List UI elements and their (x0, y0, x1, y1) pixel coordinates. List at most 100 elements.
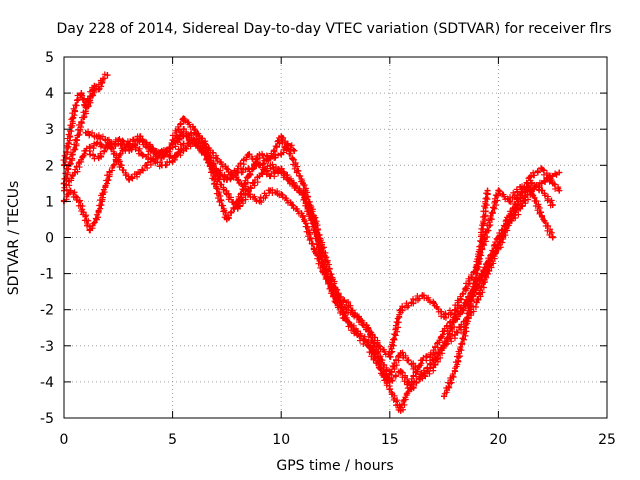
data-point (267, 173, 274, 180)
data-point (71, 169, 78, 176)
y-tick-label: 4 (45, 86, 54, 102)
data-point (69, 151, 76, 158)
data-point (397, 407, 404, 414)
data-point (343, 306, 350, 313)
data-point (87, 151, 94, 158)
data-point (365, 324, 372, 331)
y-tick-label: 3 (45, 122, 54, 138)
x-tick-label: 10 (272, 432, 290, 448)
data-point (115, 140, 122, 147)
data-point (87, 97, 94, 104)
data-point (180, 133, 187, 140)
data-point (267, 187, 274, 194)
data-point (104, 72, 111, 79)
data-point (354, 331, 361, 338)
data-point (310, 245, 317, 252)
data-point (100, 75, 107, 82)
data-point (549, 234, 556, 241)
data-point (74, 194, 81, 201)
data-point (169, 137, 176, 144)
data-point (343, 317, 350, 324)
data-point (223, 165, 230, 172)
data-point (495, 234, 502, 241)
chart-title: Day 228 of 2014, Sidereal Day-to-day VTE… (56, 21, 611, 37)
data-point (375, 342, 382, 349)
data-point (441, 342, 448, 349)
data-point (299, 180, 306, 187)
data-point (126, 147, 133, 154)
y-tick-label: -3 (40, 339, 54, 355)
data-point (517, 205, 524, 212)
data-point (473, 299, 480, 306)
data-point (278, 133, 285, 140)
data-point (245, 173, 252, 180)
data-point (202, 140, 209, 147)
data-point (106, 169, 113, 176)
data-point (419, 292, 426, 299)
x-axis-label: GPS time / hours (276, 458, 393, 474)
data-point (549, 202, 556, 209)
data-point (93, 216, 100, 223)
data-point (104, 144, 111, 151)
y-tick-label: 5 (45, 50, 54, 66)
data-point (354, 313, 361, 320)
data-point (538, 187, 545, 194)
data-point (408, 299, 415, 306)
y-tick-label: 2 (45, 158, 54, 174)
data-point (527, 173, 534, 180)
data-point (343, 299, 350, 306)
data-point (180, 115, 187, 122)
data-point (451, 317, 458, 324)
data-point (69, 115, 76, 122)
data-point (484, 259, 491, 266)
data-point (139, 151, 146, 158)
data-point (78, 90, 85, 97)
data-point (67, 187, 74, 194)
series-pass-6 (87, 129, 563, 393)
data-point (80, 209, 87, 216)
data-point (180, 147, 187, 154)
data-point (527, 187, 534, 194)
data-point (506, 212, 513, 219)
data-point (441, 328, 448, 335)
data-point (223, 191, 230, 198)
data-point (289, 155, 296, 162)
data-point (441, 393, 448, 400)
data-point (267, 162, 274, 169)
data-point (375, 364, 382, 371)
data-point (137, 169, 144, 176)
data-point (538, 165, 545, 172)
data-point (234, 165, 241, 172)
data-point (299, 212, 306, 219)
data-point (462, 324, 469, 331)
data-point (375, 353, 382, 360)
data-point (87, 227, 94, 234)
data-point (234, 176, 241, 183)
data-points (60, 71, 563, 414)
data-point (213, 183, 220, 190)
data-point (310, 212, 317, 219)
data-point (147, 144, 154, 151)
y-tick-label: -1 (40, 267, 54, 283)
data-point (291, 147, 298, 154)
data-point (441, 313, 448, 320)
data-point (419, 371, 426, 378)
data-point (191, 126, 198, 133)
data-point (245, 191, 252, 198)
data-point (74, 137, 81, 144)
data-point (223, 216, 230, 223)
data-point (397, 368, 404, 375)
data-point (430, 299, 437, 306)
data-point (82, 108, 89, 115)
data-point (223, 176, 230, 183)
data-point (65, 165, 72, 172)
data-point (289, 180, 296, 187)
data-point (115, 158, 122, 165)
data-point (256, 151, 263, 158)
data-point (126, 140, 133, 147)
data-point (91, 86, 98, 93)
data-point (100, 191, 107, 198)
data-point (332, 295, 339, 302)
data-point (484, 227, 491, 234)
